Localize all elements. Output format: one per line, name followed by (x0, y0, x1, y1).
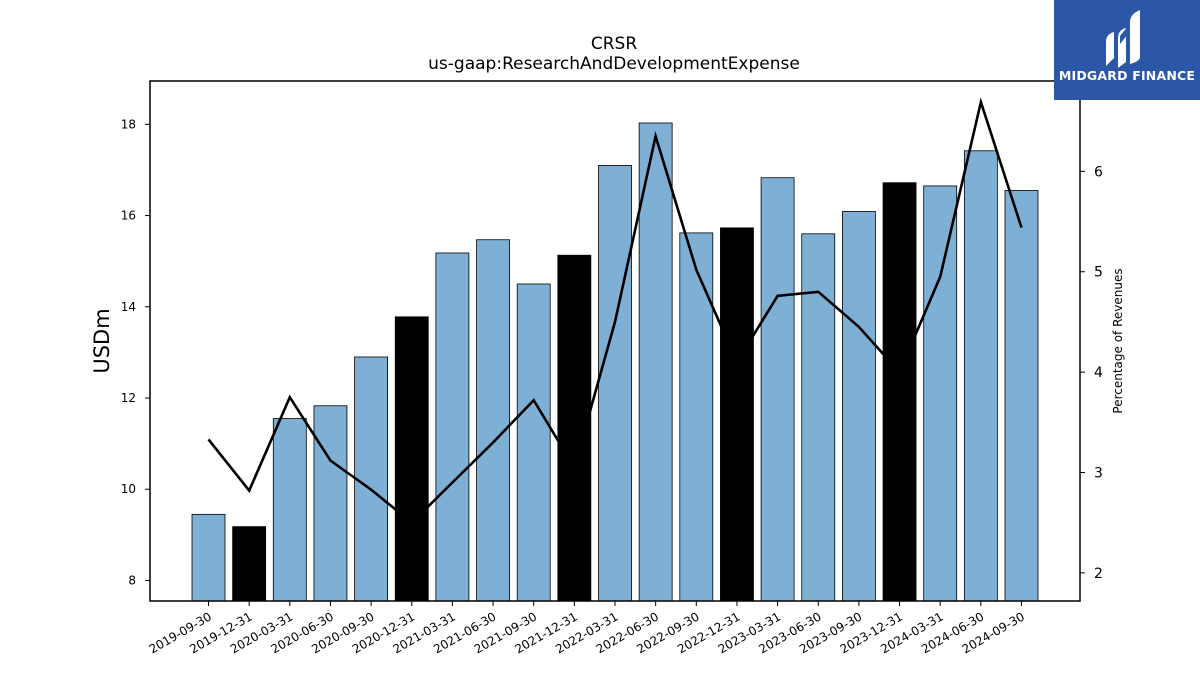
y-tick-label: 14 (121, 300, 136, 314)
bar-2019-12-31 (232, 526, 267, 602)
y-axis-left: 8 10 12 14 16 18 (121, 117, 150, 587)
y-axis-right: 2 3 4 5 6 (1080, 164, 1103, 582)
revenue-percentage-line (207, 97, 1023, 525)
bars-group (191, 122, 1039, 602)
line-group (207, 97, 1023, 525)
y-tick-label: 8 (128, 573, 136, 587)
bar-2021-03-31 (435, 252, 470, 602)
bar-2023-06-30 (801, 233, 836, 602)
bar-2022-03-31 (598, 164, 632, 602)
bar-2023-03-31 (760, 177, 795, 602)
brand-name: MIDGARD FINANCE (1058, 68, 1196, 83)
chart-title: CRSR (591, 34, 637, 54)
bar-2024-03-31 (923, 185, 958, 602)
midgard-logo-icon (1106, 10, 1140, 68)
bar-2022-06-30 (638, 122, 673, 602)
brand-logo: MIDGARD FINANCE (1054, 0, 1200, 100)
y2-tick-label: 5 (1094, 265, 1103, 281)
y-axis-label: USDm (90, 308, 114, 373)
bar-2020-03-31 (272, 418, 307, 602)
y2-tick-label: 3 (1094, 466, 1103, 482)
bar-2022-09-30 (679, 232, 714, 602)
x-axis: 2019-09-302019-12-312020-03-312020-06-30… (147, 601, 1027, 656)
bar-2023-09-30 (842, 211, 876, 602)
bar-2020-09-30 (354, 356, 389, 602)
y2-tick-label: 6 (1094, 164, 1103, 180)
bar-2021-09-30 (516, 283, 551, 602)
bar-2020-06-30 (313, 405, 348, 602)
chart-subtitle: us-gaap:ResearchAndDevelopmentExpense (428, 54, 800, 74)
bar-2021-06-30 (476, 239, 510, 602)
bar-2020-12-31 (394, 316, 429, 602)
y2-axis-label: Percentage of Revenues (1111, 268, 1125, 413)
bar-2019-09-30 (191, 513, 226, 602)
bar-2023-12-31 (882, 182, 917, 602)
bar-2024-06-30 (963, 150, 998, 602)
bar-2022-12-31 (720, 227, 754, 602)
y-tick-label: 10 (121, 482, 136, 496)
bar-2024-09-30 (1004, 190, 1039, 602)
y-tick-label: 16 (121, 209, 136, 223)
y-tick-label: 18 (121, 117, 136, 131)
y-tick-label: 12 (121, 391, 136, 405)
y2-tick-label: 2 (1094, 566, 1103, 582)
y2-tick-label: 4 (1094, 365, 1103, 381)
